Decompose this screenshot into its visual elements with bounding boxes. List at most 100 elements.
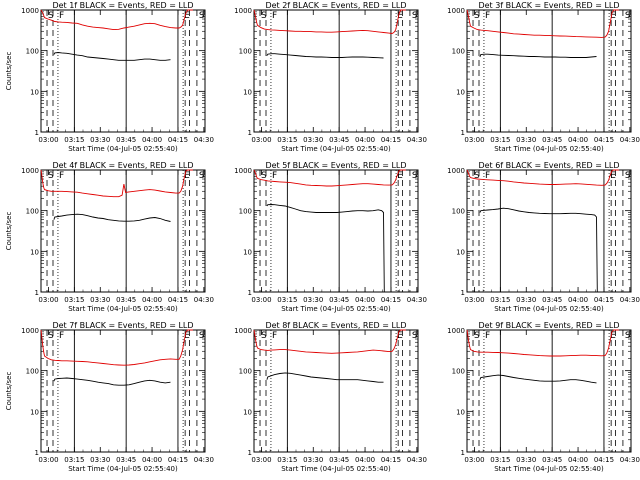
chart-panel-9: Det 9f BLACK = Events, RED = LLD 1 10 100 10… [447, 321, 640, 473]
chart-title: Det 1f BLACK = Events, RED = LLD [52, 1, 193, 10]
plot-frame [253, 329, 419, 453]
x-tick-label: 04:15 [381, 136, 401, 144]
x-tick-label: 03:15 [277, 296, 297, 304]
x-tick-label: 04:15 [168, 136, 188, 144]
x-tick-label: 03:15 [277, 136, 297, 144]
event-marker-label: S [261, 11, 267, 21]
chart-title: Det 9f BLACK = Events, RED = LLD [478, 321, 619, 330]
event-marker-label: E [397, 171, 403, 181]
x-tick-label: 03:30 [303, 136, 323, 144]
x-tick-label: 03:00 [251, 296, 271, 304]
event-marker-label: E [184, 331, 190, 341]
event-marker-label: E [184, 11, 190, 21]
event-marker-label: S [48, 11, 54, 21]
y-tick-label: 10 [243, 248, 252, 256]
plot-frame [466, 329, 632, 453]
plot-frame [466, 9, 632, 133]
x-tick-label: 04:15 [594, 136, 614, 144]
chart-panel-5: Det 5f BLACK = Events, RED = LLD 1 10 100 10… [234, 161, 427, 313]
y-axis-label: Counts/sec [5, 212, 13, 251]
chart-panel-8: Det 8f BLACK = Events, RED = LLD 1 10 100 10… [234, 321, 427, 473]
x-tick-label: 03:15 [277, 456, 297, 464]
plot-frame [40, 329, 206, 453]
y-tick-label: 1 [461, 289, 465, 297]
lld-series-line [253, 9, 406, 34]
x-tick-label: 03:45 [116, 136, 136, 144]
x-tick-label: 03:45 [542, 456, 562, 464]
x-tick-label: 03:30 [90, 456, 110, 464]
event-marker-label: F [485, 171, 490, 181]
y-tick-label: 1 [35, 289, 39, 297]
y-tick-label: 1 [248, 129, 252, 137]
x-tick-label: 03:45 [542, 136, 562, 144]
x-tick-label: 04:30 [407, 136, 427, 144]
y-tick-label: 100 [26, 208, 39, 216]
x-axis-label: Start Time (04-Jul-05 02:55:40) [494, 305, 604, 313]
events-series-line [479, 207, 598, 293]
y-tick-label: 100 [26, 48, 39, 56]
event-marker-label: F [59, 11, 64, 21]
x-tick-label: 04:15 [594, 296, 614, 304]
x-tick-label: 04:30 [620, 456, 640, 464]
event-marker-label: S [199, 171, 205, 181]
y-tick-label: 100 [452, 208, 465, 216]
x-tick-label: 03:30 [303, 296, 323, 304]
event-marker-label: E [610, 171, 616, 181]
plot-frame [253, 9, 419, 133]
x-tick-label: 03:30 [90, 296, 110, 304]
event-marker-label: S [625, 331, 631, 341]
x-tick-label: 04:00 [142, 296, 162, 304]
y-tick-label: 1000 [21, 167, 39, 175]
x-axis-label: Start Time (04-Jul-05 02:55:40) [494, 465, 604, 473]
y-tick-label: 1000 [234, 7, 252, 15]
x-tick-label: 03:30 [303, 456, 323, 464]
lld-series-line [40, 9, 193, 31]
y-tick-label: 1000 [21, 7, 39, 15]
y-tick-label: 10 [30, 88, 39, 96]
event-marker-label: F [272, 171, 277, 181]
y-axis-label: Counts/sec [5, 52, 13, 91]
y-tick-label: 1 [35, 449, 39, 457]
event-marker-label: S [261, 331, 267, 341]
x-tick-label: 03:00 [38, 136, 58, 144]
x-tick-label: 03:15 [490, 296, 510, 304]
event-marker-label: S [199, 11, 205, 21]
chart-title: Det 7f BLACK = Events, RED = LLD [52, 321, 193, 330]
x-tick-label: 04:15 [168, 296, 188, 304]
x-tick-label: 03:45 [329, 456, 349, 464]
x-tick-label: 03:30 [90, 136, 110, 144]
x-tick-label: 03:00 [464, 136, 484, 144]
x-tick-label: 04:15 [381, 296, 401, 304]
x-tick-label: 03:15 [490, 456, 510, 464]
event-marker-label: F [59, 331, 64, 341]
x-tick-label: 04:15 [168, 456, 188, 464]
events-series-line [266, 204, 385, 293]
event-marker-label: S [474, 331, 480, 341]
event-marker-label: E [397, 11, 403, 21]
y-tick-label: 100 [239, 368, 252, 376]
plot-frame [40, 9, 206, 133]
x-tick-label: 04:15 [594, 456, 614, 464]
x-tick-label: 03:00 [38, 296, 58, 304]
x-tick-label: 04:30 [407, 296, 427, 304]
chart-title: Det 3f BLACK = Events, RED = LLD [478, 1, 619, 10]
event-marker-label: S [48, 331, 54, 341]
event-marker-label: F [272, 11, 277, 21]
events-series-line [266, 372, 384, 383]
lld-series-line [466, 329, 619, 357]
x-tick-label: 04:00 [568, 296, 588, 304]
x-tick-label: 04:15 [381, 456, 401, 464]
event-marker-label: E [610, 11, 616, 21]
y-tick-label: 100 [239, 48, 252, 56]
x-axis-label: Start Time (04-Jul-05 02:55:40) [281, 465, 391, 473]
event-marker-label: F [485, 331, 490, 341]
y-tick-label: 1000 [447, 327, 465, 335]
y-tick-label: 10 [456, 408, 465, 416]
event-marker-label: F [59, 171, 64, 181]
y-tick-label: 1000 [234, 167, 252, 175]
events-series-line [479, 53, 597, 58]
x-tick-label: 03:15 [64, 136, 84, 144]
y-tick-label: 1 [248, 449, 252, 457]
lld-series-line [253, 329, 406, 354]
